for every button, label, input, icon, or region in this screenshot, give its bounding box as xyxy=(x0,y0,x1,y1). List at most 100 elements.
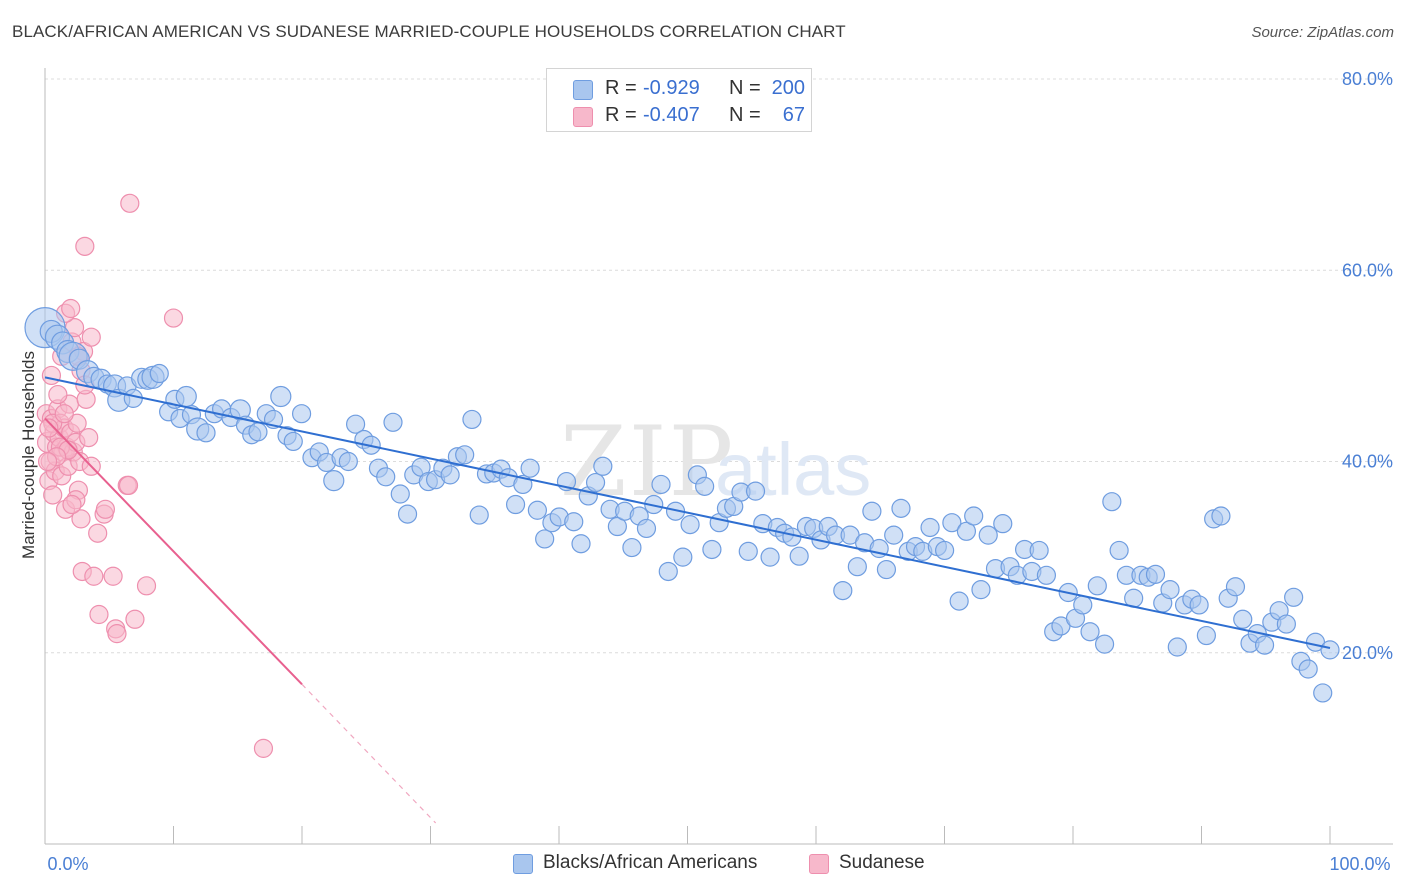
pink-point xyxy=(41,365,62,386)
blue-point xyxy=(1094,634,1115,654)
y-tick-label: 80.0% xyxy=(1342,69,1393,89)
legend-n-value: 67 xyxy=(782,104,805,126)
pink-point xyxy=(95,499,115,519)
blue-point xyxy=(978,525,998,545)
blue-point xyxy=(390,484,410,504)
blue-point xyxy=(270,385,292,408)
blue-point xyxy=(564,512,584,532)
blue-point xyxy=(745,481,766,501)
blue-point xyxy=(123,388,143,408)
y-tick-label: 20.0% xyxy=(1342,643,1393,663)
blue-point xyxy=(847,557,867,577)
blue-point xyxy=(1225,577,1246,597)
legend-r-value: -0.929 xyxy=(643,77,700,99)
blue-point xyxy=(695,476,715,496)
blue-point xyxy=(1233,609,1253,629)
blue-point xyxy=(673,547,693,567)
legend-swatch-blue xyxy=(513,854,533,874)
blue-point xyxy=(1087,576,1107,596)
blue-point xyxy=(1320,640,1340,660)
blue-point xyxy=(1160,580,1180,600)
blue-point xyxy=(520,458,540,478)
pink-point xyxy=(118,475,139,496)
x-tick-label: 0.0% xyxy=(47,854,88,874)
pink-point xyxy=(54,404,74,424)
blue-point xyxy=(462,409,482,430)
blue-point xyxy=(149,363,169,384)
blue-point xyxy=(346,414,366,434)
blue-point xyxy=(248,422,268,442)
pink-point xyxy=(61,298,81,319)
blue-point xyxy=(291,404,312,424)
blue-point xyxy=(993,514,1013,534)
pink-point xyxy=(88,523,108,543)
blue-point xyxy=(622,537,642,558)
trend-lines xyxy=(44,376,1331,824)
blue-point xyxy=(571,534,591,554)
pink-point xyxy=(75,236,95,256)
blue-point xyxy=(702,539,722,560)
series-legend: Blacks/African Americans Sudanese xyxy=(0,852,1406,878)
pink-point xyxy=(103,566,123,586)
legend-label-sudanese: Sudanese xyxy=(839,852,925,873)
pink-point xyxy=(120,193,140,213)
blue-point xyxy=(1102,492,1122,512)
blue-point xyxy=(891,498,911,518)
y-tick-label: 60.0% xyxy=(1342,260,1393,280)
blue-point xyxy=(1036,565,1057,585)
blue-point xyxy=(636,518,657,539)
blue-point xyxy=(196,423,216,443)
blue-point xyxy=(884,525,904,545)
chart-title: BLACK/AFRICAN AMERICAN VS SUDANESE MARRI… xyxy=(12,22,846,41)
blue-point xyxy=(175,385,197,408)
blue-point xyxy=(949,591,969,611)
pink-point xyxy=(37,451,58,472)
blue-point xyxy=(942,513,962,533)
pink-point xyxy=(253,738,274,758)
blue-point xyxy=(680,515,700,535)
axis-labels: 20.0% 40.0% 60.0% 80.0% 0.0% 100.0% xyxy=(47,69,1393,874)
legend-swatch-pink xyxy=(573,107,593,127)
blue-point xyxy=(920,517,940,538)
pink-point xyxy=(43,485,63,505)
blue-point xyxy=(651,474,671,495)
source-label: Source: ZipAtlas.com xyxy=(1251,24,1394,41)
legend-r-value: -0.407 xyxy=(643,104,700,126)
pink-point xyxy=(136,576,157,596)
legend-r-label: R = xyxy=(605,77,637,99)
blue-point xyxy=(1313,683,1333,703)
pink-point xyxy=(107,624,127,644)
grid-layer xyxy=(45,78,1393,654)
legend-swatch-pink xyxy=(809,854,829,874)
pink-point xyxy=(84,566,104,586)
pink-point xyxy=(71,509,91,529)
blue-point xyxy=(440,465,460,485)
blue-point xyxy=(658,561,678,582)
blue-point xyxy=(1254,635,1275,655)
blue-point xyxy=(585,472,606,493)
blue-point xyxy=(1109,540,1129,561)
blue-point xyxy=(862,501,882,521)
pink-point xyxy=(39,418,59,438)
pink-point xyxy=(79,427,99,448)
blue-point xyxy=(607,516,627,537)
blue-point xyxy=(876,559,897,580)
blue-point xyxy=(323,470,345,492)
blue-point xyxy=(1145,564,1166,584)
blue-point xyxy=(376,467,396,487)
pink-point xyxy=(67,413,87,433)
legend-r-label: R = xyxy=(605,104,637,126)
legend-n-value: 200 xyxy=(771,77,805,99)
legend-label-blacks: Blacks/African Americans xyxy=(543,852,758,873)
legend-n-label: N = xyxy=(729,104,761,126)
blue-point xyxy=(738,541,758,561)
blue-point xyxy=(760,547,780,567)
y-tick-label: 40.0% xyxy=(1342,452,1393,472)
legend-row-pink: R = -0.407 N = 67 xyxy=(547,102,811,130)
legend-swatch-blue xyxy=(573,80,593,100)
sudanese-points xyxy=(36,193,274,758)
blue-point xyxy=(527,500,547,520)
pink-trend-extension xyxy=(301,683,437,824)
blue-point xyxy=(1211,506,1231,526)
